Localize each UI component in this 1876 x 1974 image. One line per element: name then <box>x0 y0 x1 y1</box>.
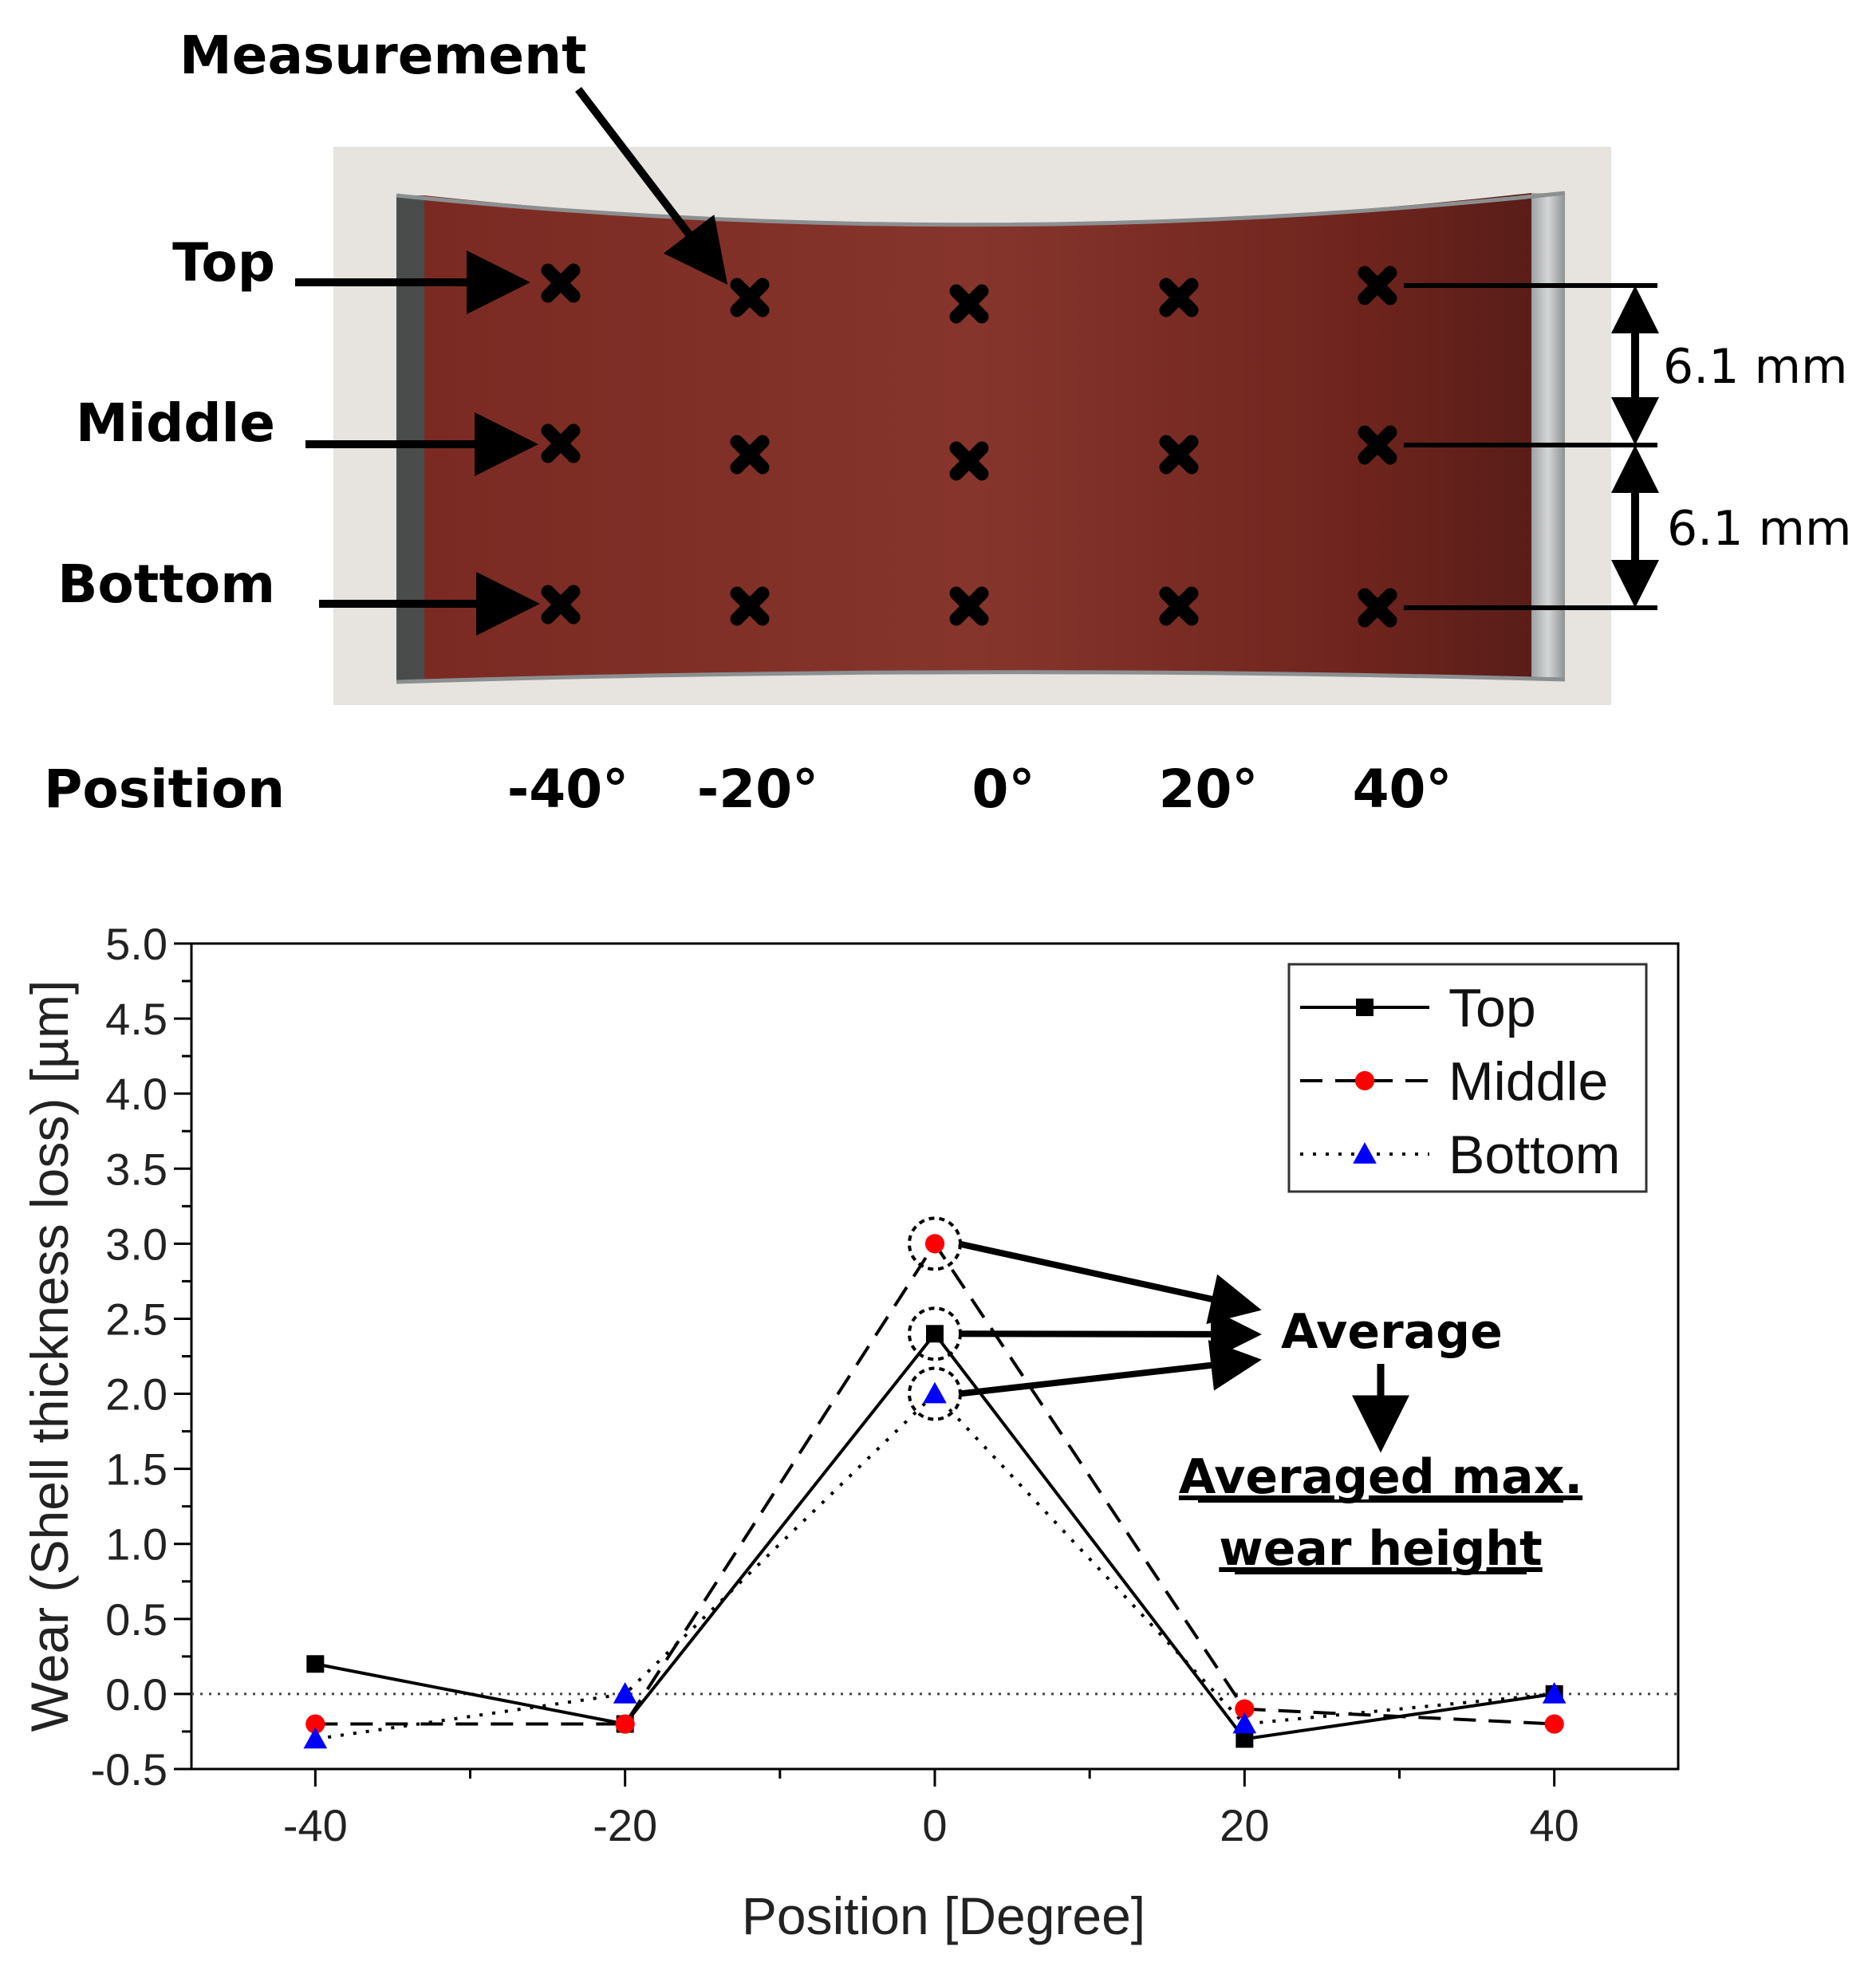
wear-chart: -0.5 0.0 0.5 1.0 1.5 2.0 2.5 3.0 3.5 4.0 4.5 5.0 -4… <box>20 919 1680 1945</box>
y-tick-label: 5.0 <box>105 919 168 969</box>
position-label: Position <box>44 758 285 820</box>
data-point-top <box>926 1325 944 1343</box>
y-tick-label: 3.5 <box>105 1144 168 1194</box>
legend-marker <box>1353 1142 1377 1164</box>
x-tick-label: -40 <box>283 1800 348 1850</box>
data-point-top <box>306 1655 325 1673</box>
measurement-point-grid <box>541 263 1397 628</box>
measurement-point-bottom-1 <box>730 586 770 626</box>
data-point-middle <box>924 1234 945 1254</box>
specimen-edge-right <box>1531 193 1565 680</box>
measurement-point-top-0 <box>541 263 581 303</box>
average-label: Average <box>1281 1304 1503 1360</box>
legend-marker <box>1356 999 1374 1016</box>
measurement-point-top-4 <box>1358 266 1397 305</box>
data-point-middle <box>1544 1714 1564 1734</box>
result-label-line1: Averaged max. <box>1179 1449 1582 1505</box>
position-tick-label: 40° <box>1353 758 1452 820</box>
row-label-top: Top <box>172 232 275 294</box>
row-label-bottom: Bottom <box>57 554 275 615</box>
data-point-middle <box>615 1714 635 1734</box>
data-point-bottom <box>923 1381 947 1404</box>
y-axis-label: Wear (Shell thickness loss) [µm] <box>20 980 79 1732</box>
specimen-top-rim <box>396 191 1566 227</box>
y-tick-label: 3.0 <box>105 1219 168 1269</box>
dimension-label-lower: 6.1 mm <box>1667 501 1851 557</box>
measurement-arrow <box>575 86 728 285</box>
position-tick-label: 0° <box>972 758 1035 820</box>
y-tick-label: 4.5 <box>105 994 168 1044</box>
dimension-lines: 6.1 mm 6.1 mm <box>1404 283 1851 610</box>
specimen-photo <box>333 147 1611 705</box>
legend-item-middle: Middle <box>1300 1051 1608 1112</box>
specimen-surface <box>424 193 1531 682</box>
y-tick-label: 0.5 <box>105 1594 168 1645</box>
y-tick-label: 0.0 <box>105 1669 168 1720</box>
measurement-point-middle-1 <box>730 435 770 475</box>
series-markers <box>303 1234 1567 1749</box>
measurement-point-bottom-4 <box>1358 588 1397 628</box>
x-tick-label: 0 <box>922 1800 947 1850</box>
measurement-point-bottom-2 <box>949 586 989 626</box>
measurement-label: Measurement <box>179 25 587 86</box>
row-label-middle: Middle <box>76 392 275 454</box>
legend-marker <box>1354 1070 1375 1091</box>
x-axis-label: Position [Degree] <box>742 1886 1145 1945</box>
result-label-line2: wear height <box>1219 1521 1542 1577</box>
position-tick-label: -40° <box>507 758 629 820</box>
measurement-point-middle-2 <box>949 441 989 481</box>
y-tick-label: 1.0 <box>105 1519 168 1570</box>
x-tick-label: 40 <box>1530 1800 1579 1850</box>
y-tick-label: 4.0 <box>105 1069 168 1119</box>
position-tick-label: -20° <box>697 758 818 820</box>
position-labels: -40° -20° 0° 20° 40° <box>507 758 1452 820</box>
legend-label: Top <box>1448 978 1536 1038</box>
y-tick-label: 1.5 <box>105 1444 168 1495</box>
legend: Top Middle Bottom <box>1287 963 1648 1193</box>
x-tick-label: 20 <box>1220 1800 1269 1850</box>
legend-box <box>1287 963 1648 1193</box>
measurement-point-middle-0 <box>541 424 581 463</box>
y-tick-label: 2.5 <box>105 1294 168 1344</box>
measurement-point-top-1 <box>730 278 770 317</box>
measurement-point-middle-4 <box>1358 425 1397 465</box>
data-point-middle <box>305 1714 325 1734</box>
average-arrow-bottom <box>958 1340 1262 1397</box>
measurement-point-bottom-0 <box>541 585 581 625</box>
measurement-point-top-2 <box>949 284 989 324</box>
y-tick-label: -0.5 <box>91 1744 168 1795</box>
x-axis-ticks: -40 -20 0 20 40 <box>283 1769 1579 1850</box>
data-point-bottom <box>1542 1682 1567 1704</box>
legend-item-bottom: Bottom <box>1300 1125 1620 1185</box>
data-point-middle <box>1235 1699 1255 1719</box>
legend-label: Middle <box>1448 1051 1608 1112</box>
x-tick-label: -20 <box>593 1800 657 1850</box>
legend-item-top: Top <box>1300 978 1536 1038</box>
measurement-point-middle-3 <box>1159 435 1199 475</box>
average-arrows <box>958 1240 1262 1397</box>
y-axis-ticks: -0.5 0.0 0.5 1.0 1.5 2.0 2.5 3.0 3.5 4.0 4.5 5.0 <box>91 919 191 1795</box>
measurement-point-bottom-3 <box>1159 586 1199 626</box>
specimen-edge-left <box>396 195 424 682</box>
data-point-bottom <box>1232 1712 1257 1734</box>
legend-items: Top Middle Bottom <box>1300 978 1620 1185</box>
data-point-top <box>1236 1730 1254 1748</box>
y-tick-label: 2.0 <box>105 1369 168 1420</box>
dimension-label-upper: 6.1 mm <box>1663 339 1847 395</box>
specimen-bottom-rim <box>396 670 1566 684</box>
data-point-bottom <box>303 1727 328 1749</box>
measurement-point-top-3 <box>1159 278 1199 317</box>
legend-label: Bottom <box>1448 1125 1620 1185</box>
position-tick-label: 20° <box>1159 758 1259 820</box>
data-point-bottom <box>613 1682 637 1704</box>
average-arrow-middle <box>958 1240 1262 1325</box>
